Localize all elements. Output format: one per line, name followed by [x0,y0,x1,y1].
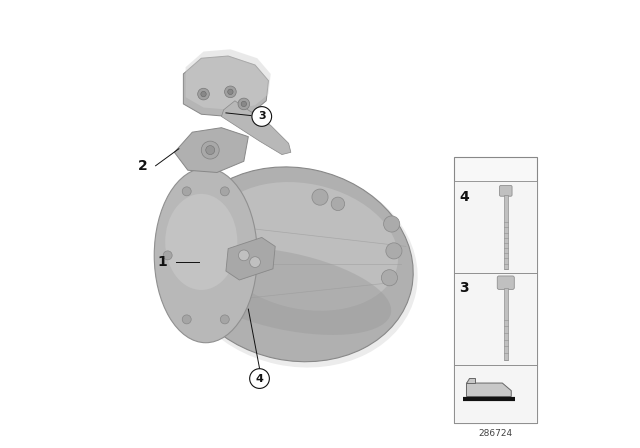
Ellipse shape [182,247,391,335]
Circle shape [239,250,249,261]
Circle shape [332,197,344,211]
Text: 1: 1 [158,255,168,269]
Circle shape [250,257,260,267]
Circle shape [241,101,246,107]
Polygon shape [221,101,291,155]
Bar [454,157,538,423]
Text: 4: 4 [255,374,264,383]
Bar [504,288,508,360]
Polygon shape [467,378,474,383]
Circle shape [225,86,236,98]
Polygon shape [174,128,248,172]
Circle shape [239,251,248,260]
Text: 286724: 286724 [479,429,513,438]
Circle shape [381,270,397,286]
Text: 2: 2 [138,159,147,173]
Circle shape [198,88,209,100]
Circle shape [228,89,233,95]
Circle shape [206,146,214,155]
Ellipse shape [177,167,413,362]
Polygon shape [186,49,271,110]
Circle shape [238,98,250,110]
Polygon shape [226,237,275,280]
Circle shape [312,189,328,205]
Ellipse shape [165,194,237,290]
Circle shape [220,315,229,324]
Circle shape [220,187,229,196]
FancyBboxPatch shape [497,276,515,289]
Text: 3: 3 [459,281,468,295]
Circle shape [163,251,172,260]
Polygon shape [467,383,511,396]
Bar [454,181,538,273]
Ellipse shape [154,168,257,343]
Text: 4: 4 [459,190,468,203]
Circle shape [201,91,206,97]
Circle shape [250,369,269,388]
Circle shape [252,107,271,126]
Ellipse shape [177,168,418,367]
Polygon shape [183,56,269,116]
Circle shape [383,216,400,232]
Bar [454,273,538,365]
Bar [454,365,538,423]
Circle shape [182,315,191,324]
Ellipse shape [211,182,398,311]
Text: 3: 3 [258,112,266,121]
Circle shape [386,243,402,259]
Circle shape [201,141,219,159]
Bar [504,195,508,269]
FancyBboxPatch shape [499,185,512,196]
Circle shape [182,187,191,196]
